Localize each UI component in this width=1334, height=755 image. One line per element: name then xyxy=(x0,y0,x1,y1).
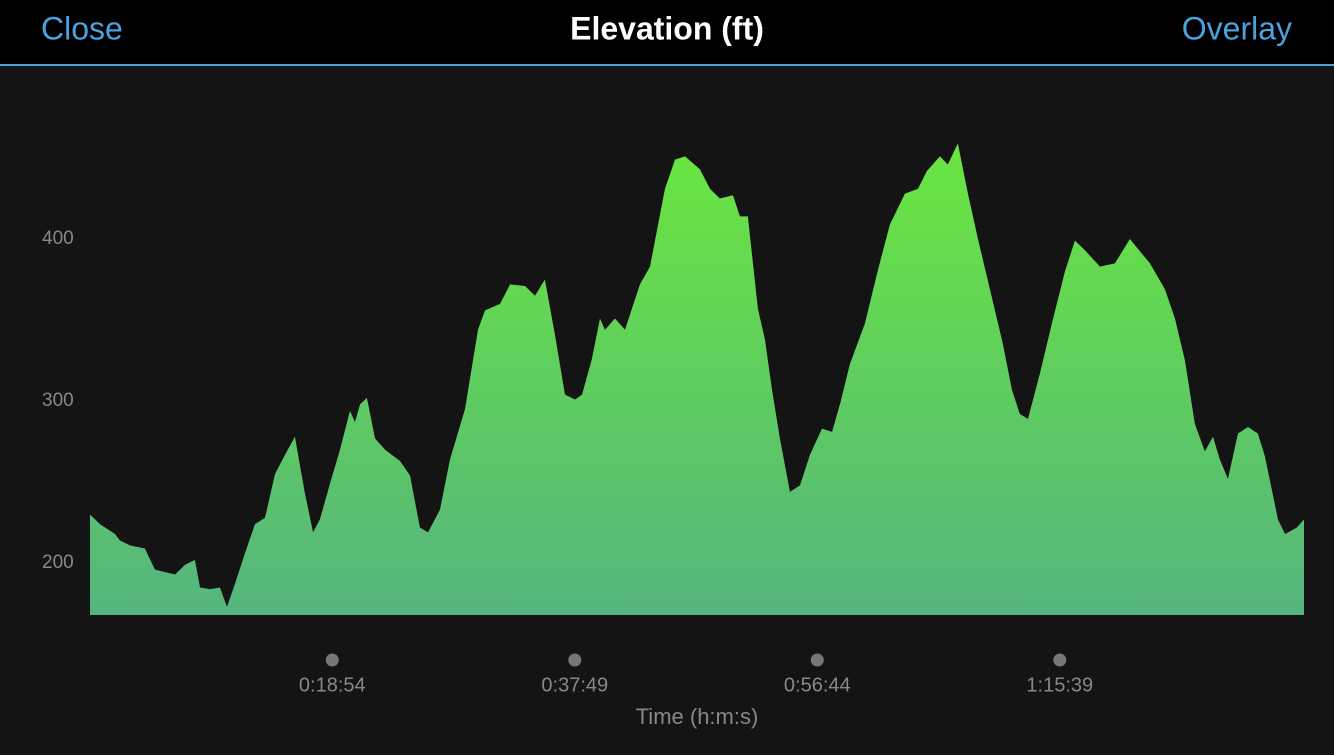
x-tick-label: 0:56:44 xyxy=(784,674,851,696)
header-title: Elevation (ft) xyxy=(570,10,764,46)
x-tick-label: 0:37:49 xyxy=(541,674,608,696)
x-tick-mark xyxy=(1053,653,1067,667)
y-tick-label: 300 xyxy=(42,390,74,411)
x-tick-label: 0:18:54 xyxy=(299,674,366,696)
header-bar xyxy=(0,0,1334,64)
close-button[interactable]: Close xyxy=(41,10,123,46)
y-tick-label: 200 xyxy=(42,552,74,573)
overlay-button[interactable]: Overlay xyxy=(1182,10,1292,46)
x-tick-mark xyxy=(568,653,582,667)
x-tick-mark xyxy=(810,653,824,667)
x-tick-label: 1:15:39 xyxy=(1026,674,1093,696)
x-tick-mark xyxy=(325,653,339,667)
x-axis-label: Time (h:m:s) xyxy=(636,704,759,729)
y-tick-label: 400 xyxy=(42,228,74,249)
elevation-area xyxy=(90,143,1304,615)
